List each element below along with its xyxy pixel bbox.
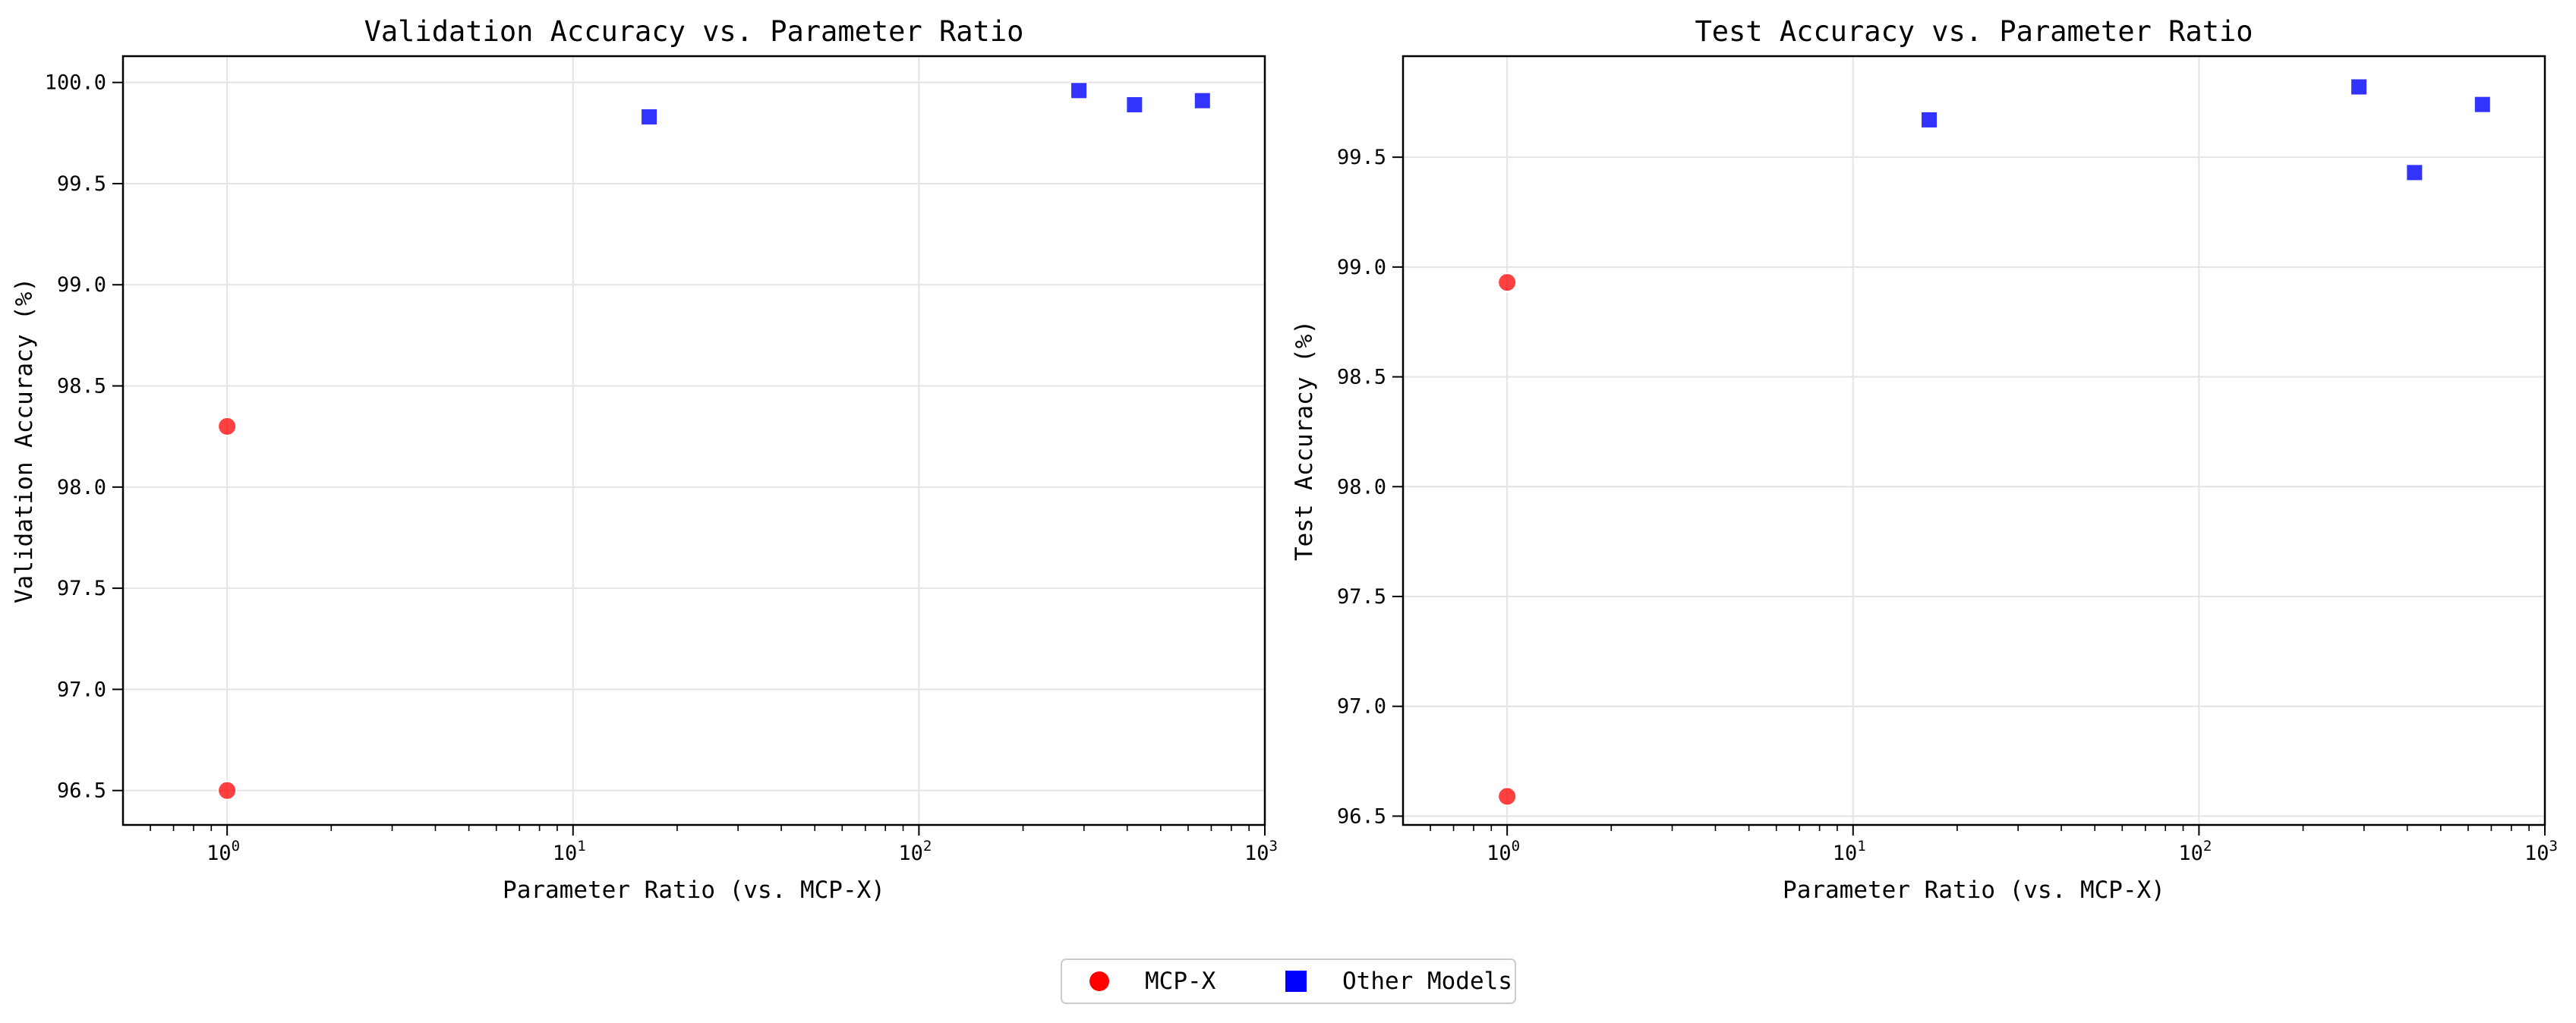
- y-tick-label: 97.0: [57, 678, 106, 701]
- y-tick-label: 97.0: [1337, 695, 1386, 719]
- other-models-point: [2350, 77, 2369, 96]
- y-tick-label: 96.5: [57, 779, 106, 803]
- chart-title: Test Accuracy vs. Parameter Ratio: [1695, 15, 2253, 48]
- y-tick-label: 98.0: [57, 476, 106, 499]
- y-tick-label: 99.5: [57, 172, 106, 196]
- plot-frame: [1402, 55, 2546, 826]
- y-tick-label: 99.0: [1337, 256, 1386, 279]
- validation-accuracy-chart: 100 101 102 103 96.5 97.0 97.5 98.0 98.5 99.0 99.5…: [11, 15, 1278, 904]
- x-tick-label: 100: [1487, 838, 1520, 865]
- x-tick-label: 100: [207, 838, 240, 865]
- x-tick-label: 103: [2524, 838, 2558, 865]
- plot-area: [123, 56, 1265, 825]
- y-tick-label: 98.5: [57, 375, 106, 398]
- mcp-x-point: [1497, 272, 1518, 293]
- legend: MCP-X Other Models: [1061, 958, 1516, 1004]
- x-axis-label: Parameter Ratio (vs. MCP-X): [503, 877, 885, 904]
- other-models-point: [1920, 110, 1939, 129]
- y-tick-label: 96.5: [1337, 804, 1386, 828]
- y-tick-label: 97.5: [57, 577, 106, 600]
- y-tick-label: 99.5: [1337, 146, 1386, 169]
- legend-label-other-models: Other Models: [1342, 968, 1512, 995]
- mcp-x-point: [1497, 786, 1518, 807]
- chart-title: Validation Accuracy vs. Parameter Ratio: [364, 15, 1024, 48]
- y-tick-label: 98.0: [1337, 475, 1386, 499]
- mcp-x-point: [217, 416, 238, 436]
- y-axis-label: Test Accuracy (%): [1291, 320, 1318, 561]
- x-tick-label: 101: [553, 838, 586, 865]
- y-tick-label: 99.0: [57, 273, 106, 297]
- x-tick-label: 101: [1833, 838, 1866, 865]
- x-tick-label: 103: [1244, 838, 1278, 865]
- other-models-point: [2473, 95, 2492, 114]
- x-tick-label: 102: [2178, 838, 2212, 865]
- legend-square-marker: [1285, 971, 1307, 992]
- other-models-point: [1070, 81, 1089, 100]
- x-axis-label: Parameter Ratio (vs. MCP-X): [1783, 877, 2165, 904]
- other-models-point: [1193, 91, 1212, 110]
- legend-circle-marker: [1089, 971, 1109, 991]
- other-models-point: [2405, 163, 2424, 182]
- plot-frame: [121, 55, 1266, 826]
- y-tick-label: 97.5: [1337, 585, 1386, 609]
- y-axis-label: Validation Accuracy (%): [11, 278, 38, 603]
- plot-area: [1403, 56, 2545, 825]
- test-accuracy-chart: 100 101 102 103 96.5 97.0 97.5 98.0 98.5 99.0 99.5…: [1291, 15, 2558, 904]
- y-tick-label: 98.5: [1337, 366, 1386, 389]
- x-tick-label: 102: [898, 838, 932, 865]
- other-models-point: [1125, 95, 1144, 114]
- legend-label-mcp-x: MCP-X: [1145, 968, 1216, 995]
- other-models-point: [640, 107, 659, 126]
- mcp-x-point: [217, 780, 238, 801]
- y-tick-label: 100.0: [45, 71, 106, 95]
